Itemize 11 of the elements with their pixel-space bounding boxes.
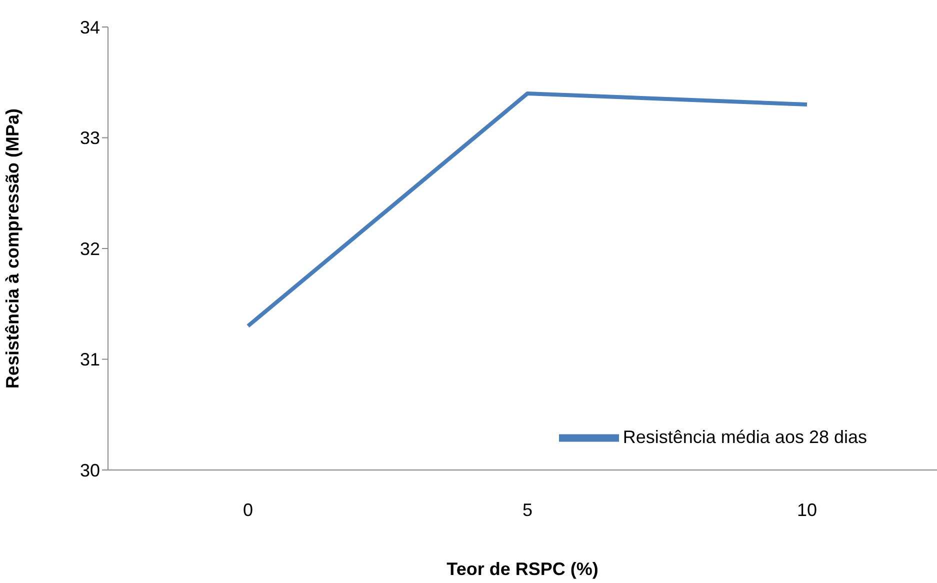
y-tick-label: 30 [80,460,100,480]
x-tick-label: 10 [796,500,818,520]
x-tick-label: 0 [242,500,254,520]
y-tick-label: 31 [80,350,100,370]
legend-label: Resistência média aos 28 dias [622,426,867,447]
x-axis-title: Teor de RSPC (%) [446,559,598,579]
y-tick-label: 32 [80,238,100,259]
y-axis-title: Resistência à compressão (MPa) [2,108,22,389]
x-tick-label: 5 [522,500,533,520]
y-tick-label: 34 [80,17,100,38]
y-tick-label: 33 [80,128,100,148]
